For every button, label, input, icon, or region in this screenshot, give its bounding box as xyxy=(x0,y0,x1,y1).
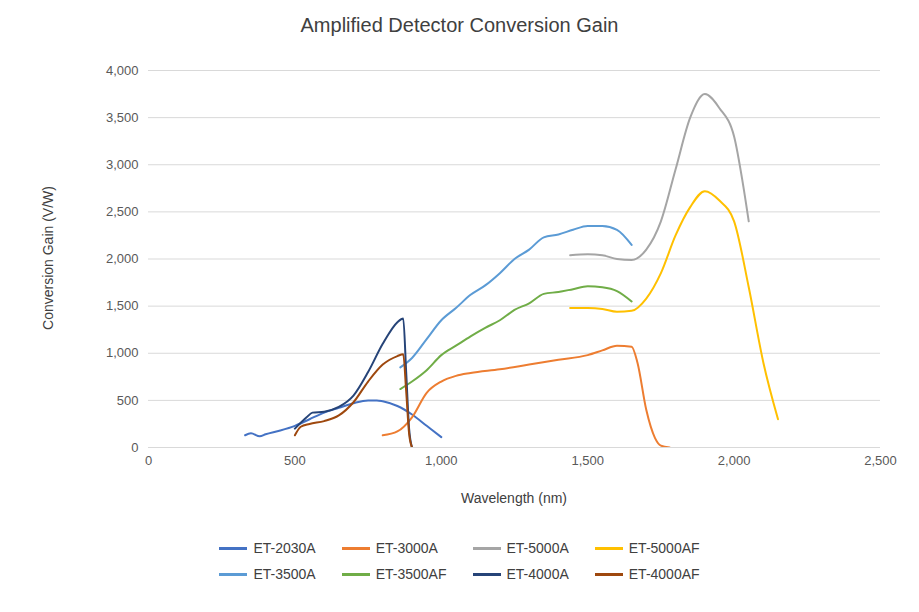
svg-text:3,500: 3,500 xyxy=(106,110,139,125)
svg-text:500: 500 xyxy=(117,393,139,408)
svg-text:3,000: 3,000 xyxy=(106,157,139,172)
html-text:ET-4000A: ET-4000A xyxy=(506,566,569,582)
html-text:ET-4000AF: ET-4000AF xyxy=(628,566,700,582)
svg-text:500: 500 xyxy=(284,453,306,468)
svg-text:1,500: 1,500 xyxy=(106,298,139,313)
svg-text:2,500: 2,500 xyxy=(106,204,139,219)
svg-text:1,000: 1,000 xyxy=(106,345,139,360)
html-text:ET-2030A: ET-2030A xyxy=(253,540,316,556)
html-text:Amplified Detector Conversion: Amplified Detector Conversion Gain xyxy=(300,14,619,36)
html-text:ET-5000A: ET-5000A xyxy=(506,540,569,556)
svg-text:1,000: 1,000 xyxy=(425,453,458,468)
html-text:Wavelength (nm): Wavelength (nm) xyxy=(461,490,567,506)
html-text:ET-3500AF: ET-3500AF xyxy=(375,566,447,582)
html-text:Conversion Gain (V/W): Conversion Gain (V/W) xyxy=(40,186,56,330)
svg-text:0: 0 xyxy=(145,453,152,468)
svg-text:1,500: 1,500 xyxy=(571,453,604,468)
svg-text:2,000: 2,000 xyxy=(718,453,751,468)
svg-text:2,000: 2,000 xyxy=(106,251,139,266)
svg-text:2,500: 2,500 xyxy=(864,453,897,468)
html-text:ET-3000A: ET-3000A xyxy=(375,540,438,556)
svg-text:0: 0 xyxy=(131,440,138,455)
svg-text:4,000: 4,000 xyxy=(106,63,139,78)
html-text:ET-3500A: ET-3500A xyxy=(253,566,316,582)
html-text:ET-5000AF: ET-5000AF xyxy=(628,540,700,556)
